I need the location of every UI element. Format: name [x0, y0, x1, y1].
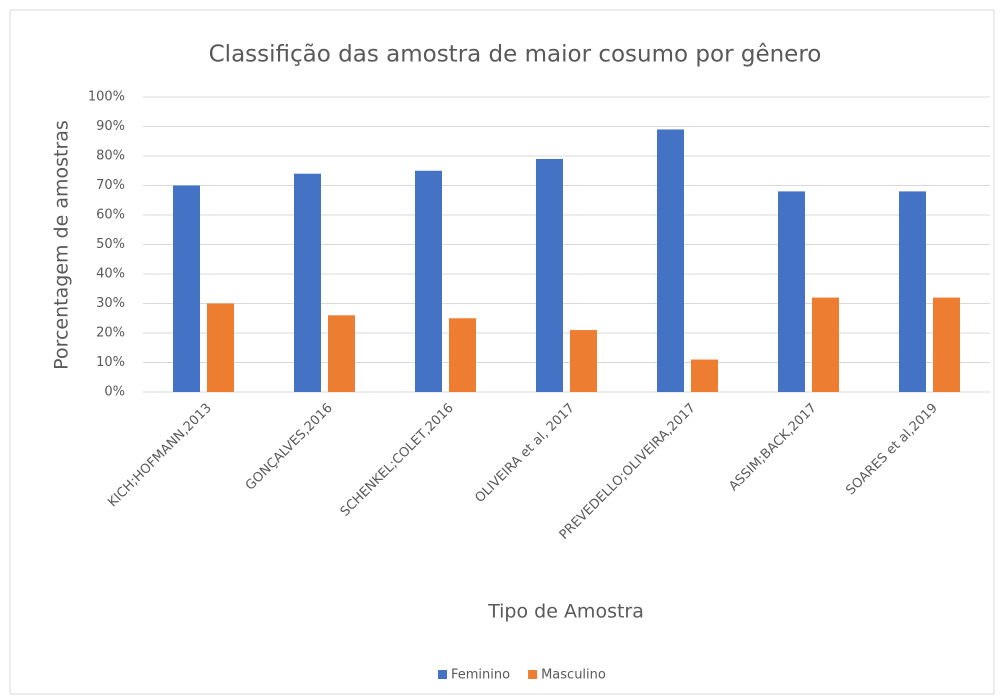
y-tick-label: 50% — [96, 237, 125, 252]
legend-label: Masculino — [541, 668, 606, 683]
chart-border — [9, 9, 995, 695]
bar — [415, 170, 442, 392]
bar — [449, 318, 476, 392]
y-tick-label: 10% — [96, 355, 125, 370]
legend-swatch — [438, 670, 447, 679]
chart-title: Classifição das amostra de maior cosumo … — [209, 42, 822, 68]
y-tick-label: 0% — [104, 385, 125, 400]
bar — [536, 158, 563, 392]
bar — [778, 191, 805, 392]
bar — [933, 297, 960, 392]
bar — [294, 173, 321, 392]
y-tick-label: 90% — [96, 119, 125, 134]
bar — [207, 303, 234, 392]
y-tick-label: 60% — [96, 208, 125, 223]
x-axis-title: Tipo de Amostra — [487, 601, 644, 623]
legend-label: Feminino — [451, 668, 510, 683]
bar — [812, 297, 839, 392]
y-tick-label: 40% — [96, 267, 125, 282]
bar — [691, 359, 718, 392]
bar — [328, 315, 355, 392]
y-tick-label: 20% — [96, 326, 125, 341]
bar — [657, 129, 684, 392]
y-tick-label: 80% — [96, 149, 125, 164]
bar — [899, 191, 926, 392]
y-tick-label: 100% — [88, 90, 125, 105]
y-axis-title: Porcentagem de amostras — [51, 120, 73, 370]
bar — [570, 330, 597, 392]
legend-swatch — [528, 670, 538, 679]
y-tick-label: 70% — [96, 178, 125, 193]
y-tick-label: 30% — [96, 296, 125, 311]
bar — [173, 185, 200, 392]
